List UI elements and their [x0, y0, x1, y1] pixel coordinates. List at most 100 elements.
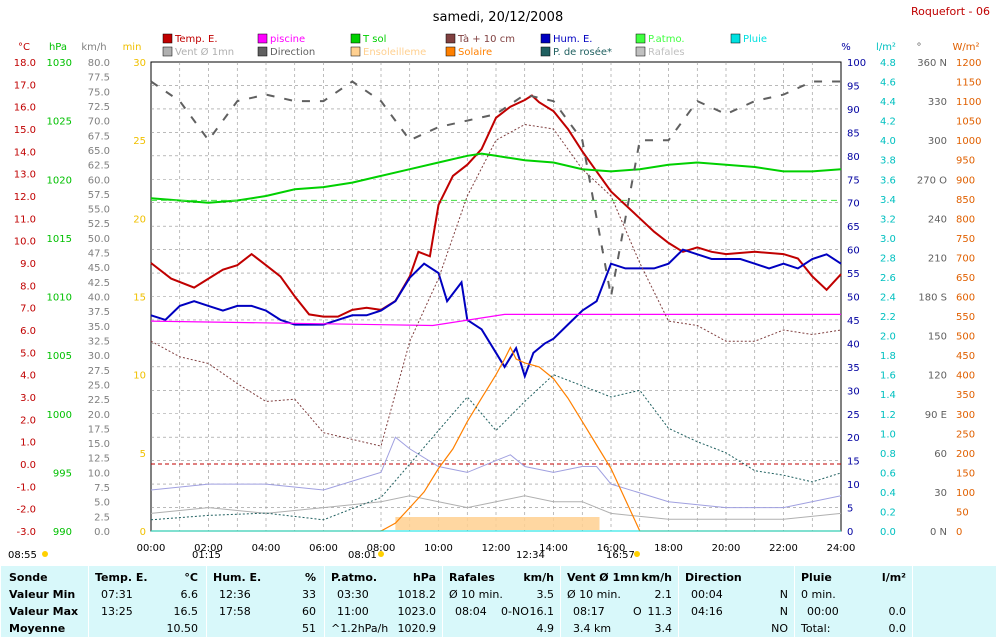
wind-axis-tick: 17.5 [88, 424, 110, 435]
rain-axis-tick: 1.6 [880, 371, 896, 382]
rain-axis-tick: 1.8 [880, 351, 896, 362]
solar-axis-tick: 100 [956, 488, 975, 499]
legend-swatch [540, 33, 551, 44]
wind-axis-tick: 35.0 [88, 322, 110, 333]
series-line-t-sol [150, 152, 842, 204]
wind-axis-tick: 10.0 [88, 468, 110, 479]
hum-axis-tick: 75 [847, 175, 860, 186]
rain-total-label: Total: [801, 622, 831, 635]
dir-axis-tick: 180 S [918, 293, 947, 304]
legend-swatch [445, 33, 456, 44]
wind-max-time: 08:17 [573, 605, 605, 618]
press-axis-unit: hPa [49, 42, 67, 53]
temp-axis-tick: 9.0 [20, 259, 36, 270]
hum-axis-tick: 0 [847, 527, 853, 538]
rain-axis-tick: 2.2 [880, 312, 896, 323]
press-axis-tick: 995 [53, 468, 72, 479]
wind-axis-tick: 20.0 [88, 410, 110, 421]
wind-axis-tick: 32.5 [88, 336, 110, 347]
solar-noon-time: 12:34 [516, 550, 545, 561]
gust-max: 16.1 [529, 605, 555, 618]
wind-axis-tick: 5.0 [94, 498, 110, 509]
temp-max: 16.5 [173, 605, 199, 618]
hum-axis-tick: 95 [847, 81, 860, 92]
solar-axis-tick: 700 [956, 253, 975, 264]
temp-title: Temp. E. [95, 571, 148, 584]
solar-axis-tick: 750 [956, 234, 975, 245]
wind-unit: km/h [641, 571, 672, 584]
rain-time: 00:00 [807, 605, 839, 618]
legend-swatch [350, 33, 361, 44]
wind-column: Vent Ø 1mn km/h Ø 10 min. 2.1 08:17 O 11… [560, 566, 678, 637]
legend-label: Pluie [743, 34, 767, 45]
press-axis-tick: 1030 [47, 58, 72, 69]
legend-label: P.atmo. [648, 34, 685, 45]
temp-axis-tick: 13.0 [14, 170, 36, 181]
daylight-duration: 08:55 [8, 550, 37, 561]
temp-column: Temp. E. °C 07:31 6.6 13:25 16.5 10.50 [88, 566, 206, 637]
rain-unit: l/m² [881, 571, 906, 584]
temp-axis-tick: 7.0 [20, 304, 36, 315]
temp-axis-tick: 4.0 [20, 371, 36, 382]
hum-axis-tick: 65 [847, 222, 860, 233]
gust-sub: Ø 10 min. [449, 588, 503, 601]
gust-max-dir: 0-NO [501, 605, 529, 618]
time-axis-tick: 10:00 [424, 543, 453, 554]
minutes-axis-tick: 25 [133, 136, 146, 147]
wind-axis-tick: 37.5 [88, 307, 110, 318]
minutes-axis-tick: 0 [140, 527, 146, 538]
solar-axis-tick: 1100 [956, 97, 981, 108]
rain-value: 0.0 [888, 605, 907, 618]
legend-swatch [257, 33, 268, 44]
hum-axis-tick: 55 [847, 269, 860, 280]
series-line-piscine [150, 313, 841, 327]
legend-label: Tà + 10 cm [457, 33, 515, 45]
wind-axis-tick: 62.5 [88, 161, 110, 172]
time-axis-tick: 22:00 [769, 543, 798, 554]
sunshine-band [395, 517, 600, 530]
legend-label: Ensoleilleme [363, 47, 426, 58]
hum-max-time: 17:58 [219, 605, 251, 618]
solar-axis-tick: 300 [956, 410, 975, 421]
temp-axis-tick: 18.0 [14, 58, 36, 69]
solar-axis-tick: 850 [956, 195, 975, 206]
wind-axis-tick: 47.5 [88, 249, 110, 260]
hum-axis-tick: 40 [847, 339, 860, 350]
temp-axis-tick: 5.0 [20, 348, 36, 359]
gust-avg: 4.9 [536, 622, 555, 635]
legend-label: T sol [362, 34, 386, 45]
legend-swatch [445, 46, 456, 57]
sun-icon [42, 551, 48, 557]
dir-axis-tick: 150 [928, 332, 947, 343]
hum-axis-tick: 5 [847, 504, 853, 515]
time-axis-tick: 02:00 [194, 543, 223, 554]
row-label-sonde: Sonde [9, 571, 48, 584]
solar-axis-tick: 200 [956, 449, 975, 460]
wind-max-dir: O [633, 605, 642, 618]
row-label-max: Valeur Max [9, 605, 79, 618]
time-axis-tick: 08:00 [367, 543, 396, 554]
time-axis-tick: 24:00 [827, 543, 856, 554]
legend-swatch [162, 33, 173, 44]
legend-label: Hum. E. [553, 34, 592, 45]
legend-swatch [350, 46, 361, 57]
solar-axis-tick: 1200 [956, 58, 981, 69]
dir-time-1: 00:04 [691, 588, 723, 601]
wind-axis-tick: 75.0 [88, 87, 110, 98]
rain-axis-tick: 4.4 [880, 97, 896, 108]
rain-axis-tick: 2.6 [880, 273, 896, 284]
dir-axis-tick: 210 [928, 253, 947, 264]
series-line-rafales [150, 436, 842, 509]
solar-axis-tick: 650 [956, 273, 975, 284]
temp-axis-tick: 14.0 [14, 147, 36, 158]
row-labels: Sonde Valeur Min Valeur Max Moyenne [0, 566, 88, 637]
wind-max: 11.3 [647, 605, 673, 618]
wind-axis-tick: 0.0 [94, 527, 110, 538]
solar-axis-tick: 1000 [956, 136, 981, 147]
rain-axis-tick: 0.8 [880, 449, 896, 460]
hum-axis-tick: 85 [847, 128, 860, 139]
press-column: P.atmo. hPa 03:30 1018.2 11:00 1023.0 ^1… [324, 566, 442, 637]
rain-axis-tick: 0.6 [880, 468, 896, 479]
series-line-temp-e- [150, 94, 842, 318]
minutes-axis-tick: 20 [133, 214, 146, 225]
